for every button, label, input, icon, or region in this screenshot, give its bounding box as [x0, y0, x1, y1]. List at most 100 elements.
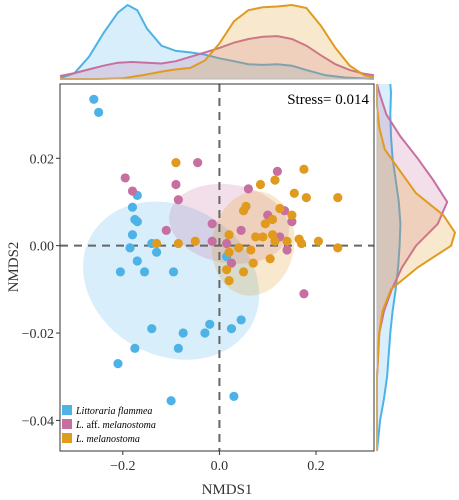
point-littoraria-flammea: [127, 230, 138, 240]
right-density-line-l-melanostoma: [376, 84, 457, 451]
point-littoraria-flammea: [125, 243, 135, 253]
point-l-melanostoma: [238, 206, 249, 216]
point-littoraria-flammea: [147, 324, 157, 334]
point-l-melanostoma: [171, 158, 181, 168]
point-l-melanostoma: [152, 238, 162, 249]
point-littoraria-flammea: [152, 247, 162, 257]
point-l-melanostoma: [287, 210, 297, 220]
point-l-melanostoma: [282, 236, 292, 246]
point-l-melanostoma: [333, 192, 343, 203]
point-l-aff-melanostoma: [173, 195, 183, 205]
point-littoraria-flammea: [130, 343, 140, 353]
point-l-melanostoma: [246, 245, 256, 255]
point-l-aff-melanostoma: [207, 219, 217, 229]
legend-label-littoraria-flammea: Littoraria flammea: [75, 406, 152, 417]
point-littoraria-flammea: [229, 391, 239, 401]
point-l-aff-melanostoma: [299, 289, 309, 299]
right-marginal-density: [376, 83, 457, 452]
y-tick-label: 0.02: [30, 152, 55, 167]
x-tick-label: 0.2: [307, 459, 325, 474]
data-points: [89, 94, 343, 406]
point-l-aff-melanostoma: [226, 258, 237, 268]
point-littoraria-flammea: [94, 107, 104, 117]
top-density-fill-littoraria-flammea: [60, 5, 374, 79]
point-littoraria-flammea: [200, 328, 210, 338]
point-littoraria-flammea: [168, 267, 179, 277]
legend: Littoraria flammea L. aff. melanostoma L. …: [62, 405, 156, 445]
x-tick-label: 0.0: [211, 459, 229, 474]
point-littoraria-flammea: [226, 324, 237, 334]
point-l-aff-melanostoma: [287, 217, 297, 227]
point-l-melanostoma: [238, 267, 249, 277]
point-l-aff-melanostoma: [282, 245, 292, 255]
point-l-aff-melanostoma: [243, 184, 253, 194]
x-tick-label: −0.2: [110, 459, 135, 474]
top-density-line-l-aff-melanostoma: [59, 35, 375, 77]
point-littoraria-flammea: [139, 267, 150, 277]
legend-swatch-l-melanostoma: [62, 433, 72, 443]
point-l-melanostoma: [251, 232, 261, 242]
legend-label-l-aff-melanostoma: L. aff. melanostoma: [75, 420, 156, 431]
point-littoraria-flammea: [132, 256, 142, 266]
y-tick-label: −0.02: [22, 327, 54, 342]
x-axis-title: NMDS1: [202, 482, 253, 498]
point-l-melanostoma: [173, 238, 183, 249]
point-littoraria-flammea: [130, 214, 140, 225]
point-littoraria-flammea: [205, 319, 215, 329]
y-tick-label: −0.04: [22, 414, 54, 429]
point-littoraria-flammea: [115, 267, 125, 277]
point-l-melanostoma: [222, 265, 232, 275]
point-l-melanostoma: [265, 254, 275, 264]
point-l-melanostoma: [267, 230, 278, 240]
point-l-melanostoma: [234, 243, 244, 253]
point-l-melanostoma: [299, 164, 309, 174]
top-density-line-l-melanostoma: [60, 3, 375, 80]
point-l-melanostoma: [270, 175, 280, 185]
point-l-aff-melanostoma: [272, 166, 282, 176]
point-littoraria-flammea: [173, 343, 183, 353]
point-l-aff-melanostoma: [171, 179, 181, 190]
point-l-melanostoma: [224, 247, 234, 257]
stress-annotation: Stress= 0.014: [287, 92, 369, 108]
point-littoraria-flammea: [89, 94, 99, 104]
point-l-melanostoma: [289, 188, 299, 198]
top-density-fill-l-melanostoma: [60, 5, 374, 79]
plot-area: [59, 83, 375, 452]
point-l-melanostoma: [224, 276, 234, 286]
point-l-melanostoma: [248, 258, 258, 268]
point-l-aff-melanostoma: [127, 186, 138, 196]
reference-lines: [60, 84, 374, 451]
point-l-aff-melanostoma: [207, 236, 217, 246]
legend-swatch-l-aff-melanostoma: [62, 419, 72, 429]
point-l-melanostoma: [296, 238, 307, 249]
point-l-melanostoma: [301, 192, 311, 203]
legend-swatch-littoraria-flammea: [62, 405, 72, 415]
y-axis-title: NMDS2: [6, 242, 22, 293]
point-littoraria-flammea: [127, 202, 138, 212]
legend-label-l-melanostoma: L. melanostoma: [75, 434, 140, 445]
top-density-line-littoraria-flammea: [59, 3, 375, 80]
x-axis-ticks: −0.2 0.0 0.2: [110, 451, 325, 474]
right-density-line-littoraria-flammea: [376, 83, 402, 452]
point-l-melanostoma: [258, 232, 268, 242]
point-l-aff-melanostoma: [161, 225, 171, 235]
plot-frame: [59, 83, 375, 452]
point-littoraria-flammea: [178, 328, 188, 338]
point-l-melanostoma: [190, 236, 200, 246]
y-axis-ticks: −0.04 −0.02 0.00 0.02: [22, 152, 60, 429]
point-l-melanostoma: [224, 230, 234, 240]
point-l-melanostoma: [267, 214, 278, 225]
point-l-melanostoma: [333, 243, 343, 253]
point-l-aff-melanostoma: [120, 173, 130, 183]
point-l-aff-melanostoma: [222, 238, 232, 249]
right-density-fill-l-melanostoma: [377, 84, 455, 451]
point-l-melanostoma: [313, 236, 324, 246]
y-tick-label: 0.00: [30, 240, 55, 255]
point-l-melanostoma: [255, 179, 266, 190]
point-l-aff-melanostoma: [193, 158, 203, 168]
point-littoraria-flammea: [113, 359, 123, 369]
top-density-fill-l-aff-melanostoma: [60, 36, 374, 79]
point-littoraria-flammea: [236, 315, 246, 325]
point-l-aff-melanostoma: [236, 225, 246, 235]
